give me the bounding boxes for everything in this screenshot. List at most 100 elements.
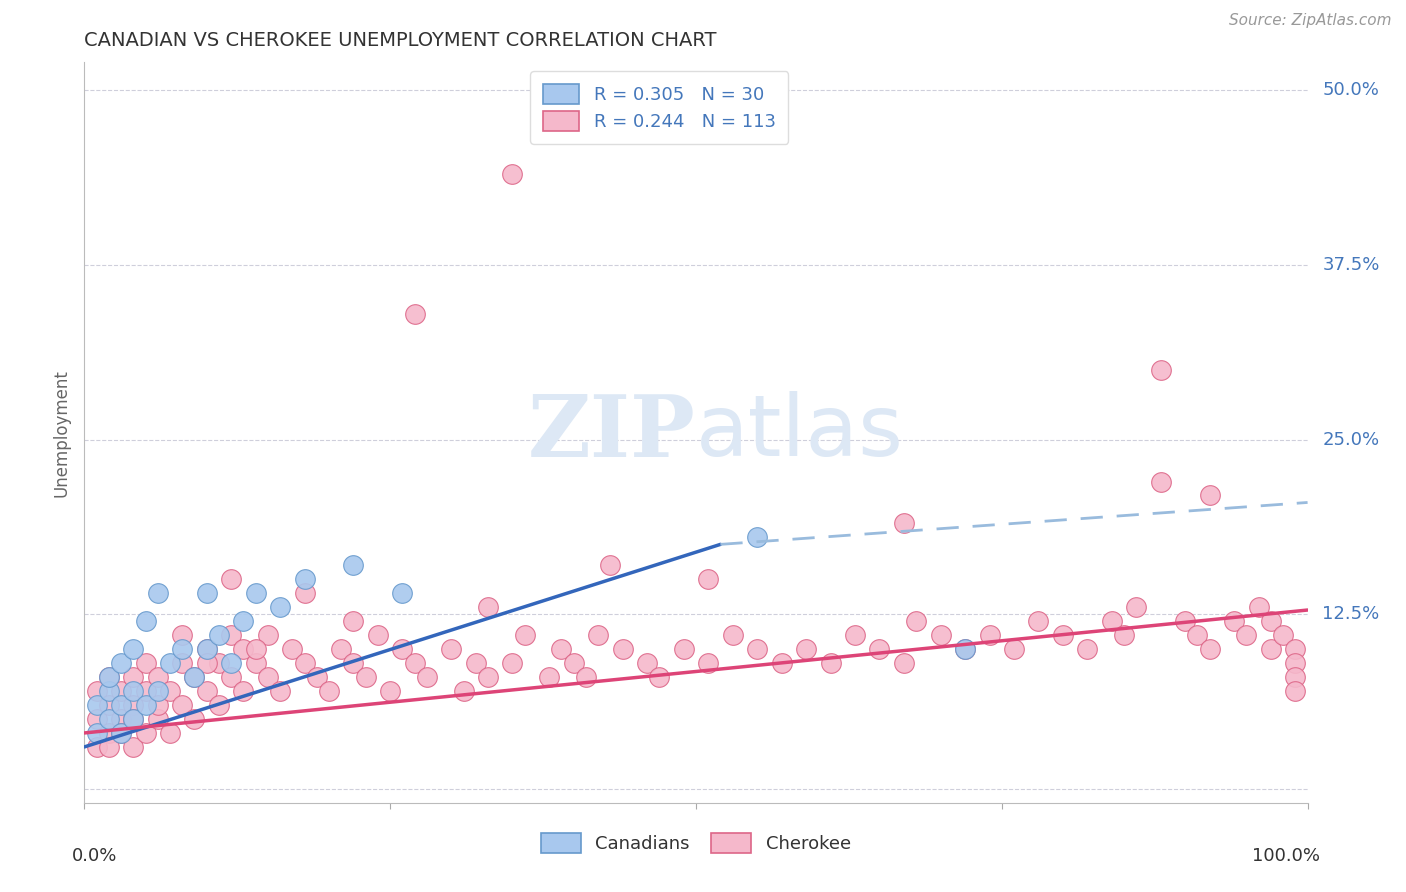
Point — [195, 642, 218, 657]
Point — [110, 684, 132, 698]
Point — [697, 656, 720, 670]
Point — [245, 586, 267, 600]
Point — [146, 698, 169, 712]
Point — [146, 712, 169, 726]
Point — [146, 670, 169, 684]
Point — [979, 628, 1001, 642]
Point — [697, 572, 720, 586]
Point — [380, 684, 402, 698]
Point — [122, 642, 145, 657]
Point — [636, 656, 658, 670]
Point — [440, 642, 463, 657]
Point — [330, 642, 353, 657]
Point — [953, 642, 976, 657]
Point — [721, 628, 744, 642]
Point — [146, 586, 169, 600]
Point — [453, 684, 475, 698]
Point — [1272, 628, 1295, 642]
Point — [953, 642, 976, 657]
Point — [172, 698, 194, 712]
Point — [404, 307, 426, 321]
Point — [122, 712, 145, 726]
Point — [1198, 488, 1220, 502]
Point — [219, 656, 242, 670]
Point — [820, 656, 842, 670]
Point — [232, 642, 254, 657]
Point — [1236, 628, 1258, 642]
Point — [159, 684, 181, 698]
Point — [110, 726, 132, 740]
Point — [575, 670, 598, 684]
Point — [342, 614, 364, 628]
Point — [416, 670, 439, 684]
Point — [232, 684, 254, 698]
Point — [1284, 656, 1306, 670]
Y-axis label: Unemployment: Unemployment — [52, 368, 70, 497]
Point — [294, 586, 316, 600]
Point — [269, 684, 291, 698]
Point — [245, 642, 267, 657]
Point — [354, 670, 377, 684]
Point — [770, 656, 793, 670]
Text: 12.5%: 12.5% — [1322, 605, 1379, 624]
Point — [159, 726, 181, 740]
Point — [367, 628, 389, 642]
Point — [294, 656, 316, 670]
Text: 37.5%: 37.5% — [1322, 256, 1379, 274]
Text: 50.0%: 50.0% — [1322, 81, 1379, 99]
Point — [122, 684, 145, 698]
Point — [245, 656, 267, 670]
Point — [135, 684, 157, 698]
Point — [538, 670, 561, 684]
Point — [110, 726, 132, 740]
Point — [586, 628, 609, 642]
Point — [208, 656, 231, 670]
Point — [219, 572, 242, 586]
Point — [135, 726, 157, 740]
Point — [183, 670, 205, 684]
Point — [391, 642, 413, 657]
Point — [747, 642, 769, 657]
Point — [172, 642, 194, 657]
Text: atlas: atlas — [696, 391, 904, 475]
Point — [219, 670, 242, 684]
Point — [550, 642, 572, 657]
Point — [1223, 614, 1246, 628]
Point — [648, 670, 671, 684]
Point — [232, 614, 254, 628]
Point — [1174, 614, 1197, 628]
Point — [195, 684, 218, 698]
Point — [269, 600, 291, 615]
Point — [281, 642, 304, 657]
Point — [110, 712, 132, 726]
Text: 0.0%: 0.0% — [72, 847, 118, 865]
Point — [318, 684, 340, 698]
Legend: Canadians, Cherokee: Canadians, Cherokee — [534, 826, 858, 861]
Point — [172, 656, 194, 670]
Point — [1260, 642, 1282, 657]
Point — [257, 670, 280, 684]
Point — [1101, 614, 1123, 628]
Point — [208, 698, 231, 712]
Point — [195, 656, 218, 670]
Point — [122, 670, 145, 684]
Point — [122, 698, 145, 712]
Text: Source: ZipAtlas.com: Source: ZipAtlas.com — [1229, 13, 1392, 29]
Point — [122, 739, 145, 754]
Point — [794, 642, 817, 657]
Point — [1150, 475, 1173, 489]
Point — [905, 614, 928, 628]
Point — [97, 670, 120, 684]
Point — [208, 628, 231, 642]
Point — [86, 684, 108, 698]
Point — [183, 670, 205, 684]
Point — [1076, 642, 1098, 657]
Point — [257, 628, 280, 642]
Point — [1284, 642, 1306, 657]
Point — [477, 600, 499, 615]
Text: 100.0%: 100.0% — [1251, 847, 1320, 865]
Point — [404, 656, 426, 670]
Point — [135, 698, 157, 712]
Text: 25.0%: 25.0% — [1322, 431, 1379, 449]
Point — [502, 656, 524, 670]
